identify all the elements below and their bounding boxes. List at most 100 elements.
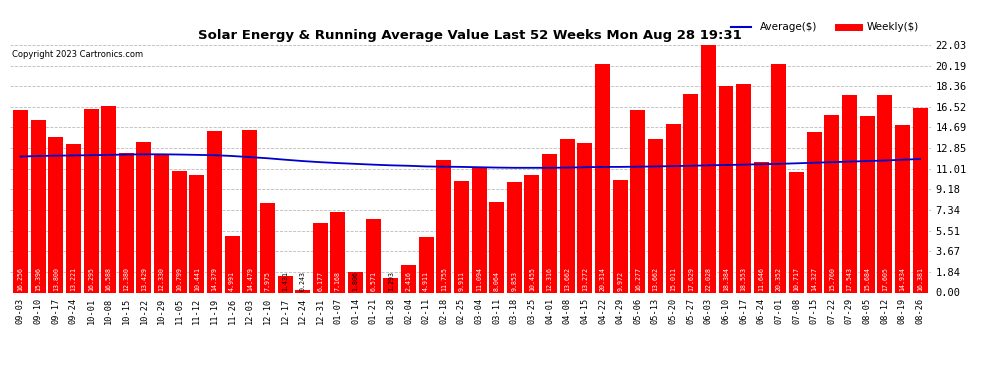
Text: 13.221: 13.221: [70, 267, 76, 291]
Text: 12.316: 12.316: [546, 267, 552, 291]
Text: 6.177: 6.177: [318, 271, 324, 291]
Bar: [737, 84, 751, 292]
Bar: [365, 219, 381, 292]
Text: 4.911: 4.911: [423, 271, 429, 291]
Text: 11.646: 11.646: [758, 267, 764, 291]
Text: 15.011: 15.011: [670, 267, 676, 291]
Bar: [719, 86, 734, 292]
Text: 16.277: 16.277: [635, 267, 641, 291]
Text: 15.684: 15.684: [864, 267, 870, 291]
Bar: [525, 175, 540, 292]
Text: 10.799: 10.799: [176, 267, 182, 291]
Bar: [348, 272, 363, 292]
Text: 13.662: 13.662: [652, 267, 658, 291]
Bar: [277, 276, 293, 292]
Text: 16.295: 16.295: [88, 267, 94, 291]
Text: 9.853: 9.853: [512, 271, 518, 291]
Bar: [613, 180, 628, 292]
Bar: [595, 64, 610, 292]
Bar: [331, 212, 346, 292]
Text: 1.806: 1.806: [352, 271, 358, 291]
Text: 16.256: 16.256: [18, 267, 24, 291]
Text: 14.327: 14.327: [811, 267, 817, 291]
Bar: [665, 124, 680, 292]
Bar: [207, 131, 222, 292]
Bar: [701, 45, 716, 292]
Bar: [13, 110, 28, 292]
Text: 18.553: 18.553: [741, 267, 746, 291]
Text: 13.429: 13.429: [141, 267, 147, 291]
Text: 16.588: 16.588: [106, 267, 112, 291]
Bar: [877, 95, 892, 292]
Text: 15.396: 15.396: [35, 267, 42, 291]
Text: 12.330: 12.330: [158, 267, 164, 291]
Text: 12.380: 12.380: [124, 267, 130, 291]
Bar: [401, 266, 416, 292]
Text: 10.717: 10.717: [794, 267, 800, 291]
Bar: [437, 160, 451, 292]
Bar: [225, 236, 240, 292]
Bar: [154, 154, 169, 292]
Text: 17.629: 17.629: [688, 267, 694, 291]
Text: 9.972: 9.972: [617, 271, 623, 291]
Text: 14.934: 14.934: [899, 267, 906, 291]
Bar: [66, 144, 81, 292]
Text: 6.571: 6.571: [370, 271, 376, 291]
Bar: [543, 154, 557, 292]
Bar: [243, 130, 257, 292]
Text: 13.800: 13.800: [52, 267, 58, 291]
Bar: [171, 171, 187, 292]
Bar: [137, 142, 151, 292]
Bar: [507, 182, 522, 292]
Bar: [419, 237, 434, 292]
Text: 1.431: 1.431: [282, 271, 288, 291]
Bar: [313, 223, 328, 292]
Text: 13.662: 13.662: [564, 267, 570, 291]
Bar: [647, 139, 663, 292]
Bar: [559, 139, 575, 292]
Bar: [807, 132, 822, 292]
Bar: [471, 168, 486, 292]
Text: 18.384: 18.384: [723, 267, 729, 291]
Text: 11.755: 11.755: [441, 267, 446, 291]
Bar: [859, 116, 874, 292]
Text: 0.243: 0.243: [300, 271, 306, 291]
Text: 2.416: 2.416: [406, 271, 412, 291]
Bar: [789, 172, 804, 292]
Bar: [577, 143, 592, 292]
Text: 10.455: 10.455: [529, 267, 535, 291]
Text: 15.760: 15.760: [829, 267, 835, 291]
Text: 13.272: 13.272: [582, 267, 588, 291]
Text: 7.975: 7.975: [264, 271, 270, 291]
Bar: [825, 116, 840, 292]
Text: 17.543: 17.543: [846, 267, 852, 291]
Title: Solar Energy & Running Average Value Last 52 Weeks Mon Aug 28 19:31: Solar Energy & Running Average Value Las…: [198, 30, 742, 42]
Text: 14.479: 14.479: [247, 267, 252, 291]
Text: 4.991: 4.991: [229, 271, 236, 291]
Text: 20.314: 20.314: [600, 267, 606, 291]
Text: 1.293: 1.293: [388, 271, 394, 291]
Bar: [383, 278, 398, 292]
Text: 17.605: 17.605: [882, 267, 888, 291]
Bar: [895, 125, 910, 292]
Text: Copyright 2023 Cartronics.com: Copyright 2023 Cartronics.com: [12, 50, 143, 59]
Bar: [913, 108, 928, 292]
Bar: [454, 181, 469, 292]
Text: 7.168: 7.168: [335, 271, 341, 291]
Bar: [842, 95, 857, 292]
Bar: [771, 64, 786, 292]
Bar: [260, 203, 275, 292]
Text: 10.441: 10.441: [194, 267, 200, 291]
Bar: [295, 290, 310, 292]
Text: 8.064: 8.064: [494, 271, 500, 291]
Text: 22.028: 22.028: [705, 267, 712, 291]
Legend: Average($), Weekly($): Average($), Weekly($): [727, 18, 924, 36]
Text: 14.379: 14.379: [212, 267, 218, 291]
Text: 9.911: 9.911: [458, 271, 464, 291]
Bar: [119, 153, 134, 292]
Text: 20.352: 20.352: [776, 267, 782, 291]
Text: 11.094: 11.094: [476, 267, 482, 291]
Bar: [189, 175, 204, 292]
Bar: [683, 94, 698, 292]
Bar: [631, 110, 645, 292]
